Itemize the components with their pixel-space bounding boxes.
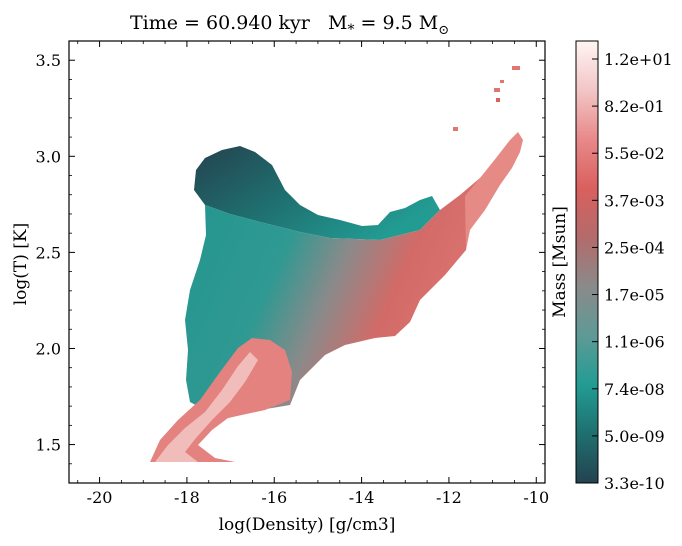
y-tick-label: 3.0	[36, 147, 61, 166]
y-tick-label: 2.5	[36, 243, 61, 262]
heatmap-region-dense-tail	[465, 132, 523, 250]
x-tick-label: -10	[523, 488, 549, 507]
colorbar-tick-label: 8.2e-01	[604, 97, 665, 116]
heatmap-area	[150, 66, 523, 462]
title-mstar: M	[328, 12, 347, 34]
title-mstar-val: = 9.5 M	[354, 12, 438, 34]
x-tick-label: -12	[436, 488, 462, 507]
y-tick-label: 1.5	[36, 436, 61, 455]
title-main: Time = 60.940 kyr	[130, 12, 311, 34]
colorbar-ticks: 1.2e+01 8.2e-01 5.5e-02 3.7e-03 2.5e-04 1.7e-…	[592, 50, 673, 493]
y-axis-label: log(T) [K]	[11, 223, 31, 306]
colorbar-tick-label: 3.3e-10	[604, 474, 665, 493]
heatmap-speck	[512, 66, 520, 70]
colorbar-tick-label: 1.2e+01	[604, 50, 673, 69]
heatmap-speck	[453, 127, 458, 131]
heatmap-speck	[494, 88, 500, 92]
x-tick-label: -14	[349, 488, 375, 507]
plot-frame	[68, 40, 546, 484]
chart-title: Time = 60.940 kyr M* = 9.5 M⊙	[130, 12, 449, 38]
heatmap-region-cold-core	[155, 352, 258, 462]
x-tick-label: -20	[87, 488, 113, 507]
heatmap-region-hot-lowdensity	[194, 146, 440, 240]
colorbar-tick-label: 3.7e-03	[604, 191, 665, 210]
title-msun-sub: ⊙	[438, 23, 449, 38]
colorbar	[575, 40, 599, 484]
colorbar-tick-label: 5.5e-02	[604, 144, 665, 163]
colorbar-tick-label: 5.0e-09	[604, 427, 665, 446]
title-mstar-sub: *	[347, 22, 354, 38]
colorbar-tick-label: 2.5e-04	[604, 238, 665, 257]
y-tick-label: 2.0	[36, 339, 61, 358]
y-axis-ticks: 1.5 2.0 2.5 3.0 3.5	[36, 51, 545, 465]
y-tick-label: 3.5	[36, 51, 61, 70]
colorbar-tick-label: 1.7e-05	[604, 286, 665, 305]
x-axis-ticks: -20 -18 -16 -14 -12 -10	[77, 41, 549, 507]
x-tick-label: -16	[261, 488, 287, 507]
colorbar-tick-label: 1.1e-06	[604, 333, 665, 352]
colorbar-tick-label: 7.4e-08	[604, 380, 665, 399]
heatmap-speck	[496, 98, 500, 102]
x-tick-label: -18	[174, 488, 200, 507]
heatmap-speck	[500, 80, 504, 83]
colorbar-label: Mass [Msun]	[550, 206, 570, 318]
x-axis-label: log(Density) [g/cm3]	[219, 515, 396, 535]
